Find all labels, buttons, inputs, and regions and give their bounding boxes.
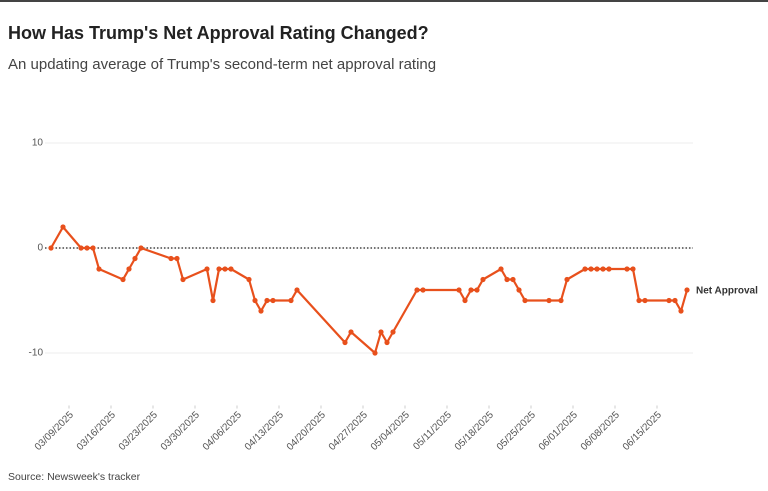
chart-subtitle: An updating average of Trump's second-te…: [8, 56, 436, 73]
point: [588, 266, 594, 272]
x-tick-label: 05/04/2025: [369, 409, 412, 452]
point: [132, 255, 138, 262]
point: [672, 297, 678, 304]
point: [516, 287, 522, 293]
x-tick-label: 03/16/2025: [75, 409, 118, 452]
point: [342, 339, 348, 346]
point: [78, 245, 84, 251]
point: [84, 245, 90, 251]
point: [666, 297, 672, 304]
x-tick-label: 05/25/2025: [495, 409, 538, 452]
point: [564, 276, 570, 283]
y-tick-label: -10: [29, 348, 44, 359]
x-tick-label: 03/23/2025: [117, 409, 160, 452]
point: [372, 350, 378, 356]
x-tick-label: 05/18/2025: [453, 409, 496, 452]
point: [522, 297, 528, 304]
point: [600, 266, 606, 272]
point: [174, 255, 180, 262]
point: [582, 266, 588, 272]
chart-title: How Has Trump's Net Approval Rating Chan…: [8, 23, 429, 43]
point: [204, 266, 210, 272]
y-tick-label: 0: [37, 243, 43, 254]
point: [384, 339, 390, 346]
point: [288, 297, 294, 304]
x-tick-label: 03/09/2025: [33, 409, 76, 452]
x-tick-label: 05/11/2025: [411, 409, 454, 452]
point: [606, 266, 612, 272]
point: [180, 276, 186, 283]
point: [48, 245, 54, 251]
point: [636, 297, 642, 304]
point: [684, 287, 690, 293]
point: [678, 308, 684, 314]
point: [270, 297, 276, 304]
line: [50, 225, 689, 355]
point: [498, 266, 504, 272]
point: [222, 266, 228, 272]
point: [246, 276, 252, 283]
x-tick-label: 04/27/2025: [327, 409, 370, 452]
point: [414, 287, 420, 293]
point: [378, 329, 384, 335]
point: [642, 297, 648, 304]
point: [216, 266, 222, 272]
point: [462, 297, 468, 304]
x-tick-label: 06/01/2025: [537, 409, 580, 452]
point: [60, 224, 66, 230]
point: [480, 276, 486, 283]
point: [252, 297, 258, 304]
x-tick-label: 04/06/2025: [201, 409, 244, 452]
point: [594, 266, 600, 272]
point: [558, 297, 564, 304]
y-tick-label: 10: [32, 138, 44, 149]
x-tick-label: 06/15/2025: [621, 409, 664, 452]
point: [264, 297, 270, 304]
point: [510, 276, 516, 283]
point: [468, 287, 474, 293]
point: [126, 266, 132, 272]
point: [96, 266, 102, 272]
point: [138, 245, 144, 251]
point: [474, 287, 480, 293]
point: [348, 329, 354, 335]
point: [504, 276, 510, 283]
series-label: Net Approval: [696, 286, 758, 297]
point: [90, 245, 96, 251]
point: [258, 308, 264, 314]
point: [456, 287, 462, 293]
point: [546, 297, 552, 304]
point: [624, 266, 630, 272]
x-tick-label: 03/30/2025: [159, 409, 202, 452]
point: [120, 276, 126, 283]
top-rule: [0, 0, 768, 2]
source: Source: Newsweek's tracker: [8, 471, 141, 483]
point: [168, 255, 174, 262]
point: [228, 266, 234, 272]
point: [630, 266, 636, 272]
point: [294, 287, 300, 293]
x-tick-label: 04/13/2025: [243, 409, 286, 452]
point: [420, 287, 426, 293]
point: [210, 297, 216, 304]
x-tick-label: 04/20/2025: [285, 409, 328, 452]
x-tick-label: 06/08/2025: [579, 409, 622, 452]
point: [390, 329, 396, 335]
